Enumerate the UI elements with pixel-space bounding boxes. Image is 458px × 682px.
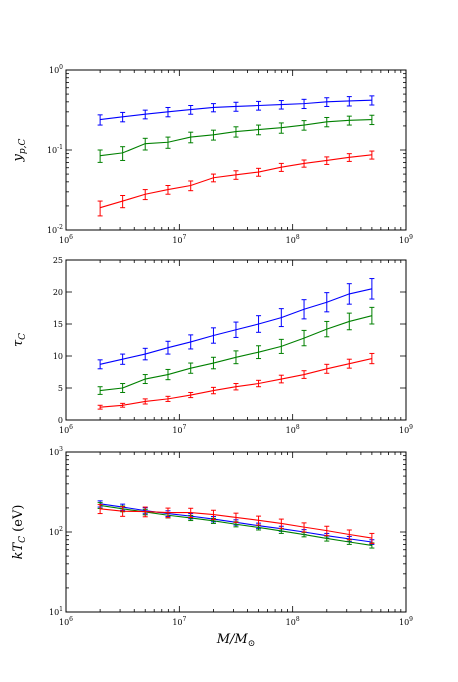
- x-axis-label: M/M⊙: [216, 632, 256, 649]
- y-tick-label: 5: [58, 384, 63, 393]
- x-tick-label: 107: [172, 616, 186, 627]
- panel-ypc: 106 107 108 109 10-2 10-1 100 yp,C: [11, 64, 413, 245]
- y-tick-label: 25: [53, 256, 63, 265]
- y-axis-label: yp,C: [11, 138, 28, 162]
- y-tick-label: 101: [49, 606, 63, 617]
- y-tick-label: 0: [58, 416, 63, 425]
- series-line: [100, 358, 373, 408]
- plot-frame: [65, 259, 407, 421]
- series-line: [99, 154, 372, 209]
- y-axis-label: τC: [11, 333, 28, 347]
- x-tick-label: 109: [399, 234, 413, 245]
- x-tick-label: 106: [59, 424, 73, 435]
- x-tick-label: 108: [286, 616, 300, 627]
- x-tick-label: 107: [172, 234, 186, 245]
- x-tick-label: 106: [59, 234, 73, 245]
- y-tick-label: 10-2: [47, 224, 63, 235]
- data-marks: 106 107 108 109 101 102 103: [49, 446, 413, 627]
- x-tick-label: 109: [399, 616, 413, 627]
- data-marks: 106 107 108 109 0 5 10 15 20 25: [53, 256, 413, 435]
- y-tick-label: 15: [53, 320, 63, 329]
- x-tick-label: 106: [59, 616, 73, 627]
- y-axis-label: kTC (eV): [11, 505, 28, 560]
- y-tick-label: 10: [53, 352, 63, 361]
- x-tick-label: 108: [286, 424, 300, 435]
- series-line: [100, 119, 372, 157]
- plot-frame: [65, 451, 407, 613]
- y-tick-label: 10-1: [47, 144, 63, 155]
- data-marks: 106 107 108 109 10-2 10-1 100: [47, 64, 413, 245]
- x-tick-label: 107: [172, 424, 186, 435]
- panel-tauc: 106 107 108 109 0 5 10 15 20 25 τC: [11, 256, 413, 435]
- y-tick-label: 100: [49, 64, 63, 75]
- y-tick-label: 102: [49, 526, 63, 537]
- panel-ktc: 106 107 108 109 101 102 103 kTC (eV): [11, 446, 413, 627]
- x-tick-label: 109: [399, 424, 413, 435]
- plot-frame: [65, 69, 407, 231]
- y-tick-label: 103: [49, 446, 63, 457]
- y-tick-label: 20: [53, 288, 63, 297]
- x-tick-label: 108: [286, 234, 300, 245]
